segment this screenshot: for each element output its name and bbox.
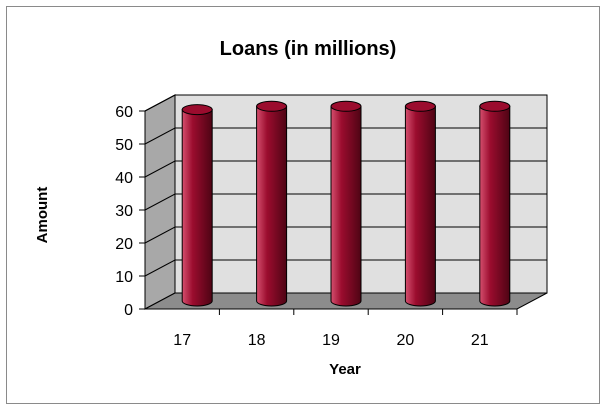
chart-title: Loans (in millions)	[220, 38, 397, 60]
y-axis-title: Amount	[34, 187, 51, 244]
y-tick-label: 0	[124, 302, 133, 319]
y-tick-label: 30	[115, 203, 133, 220]
y-tick-label: 50	[115, 137, 133, 154]
bar-cap	[404, 100, 436, 112]
x-tick-label: 17	[173, 332, 191, 349]
plot-area: 0 10 20 30 40 50 60 17 18 19 20 21	[115, 94, 548, 349]
bar-cap	[479, 100, 511, 112]
bar-21	[479, 100, 511, 307]
bar-body	[330, 105, 362, 307]
chart-svg: Loans (in millions) 0 10 20 30 40 50 60 17 18 19 2…	[34, 38, 548, 378]
bar-cap	[256, 100, 288, 112]
y-tick-label: 20	[115, 236, 133, 253]
gridline	[144, 94, 547, 112]
chart-area: Loans (in millions) 0 10 20 30 40 50 60 17 18 19 2…	[6, 6, 600, 404]
y-tick-label: 10	[115, 269, 133, 286]
bar-17	[181, 104, 213, 307]
bar-body	[181, 109, 213, 307]
bar-body	[479, 105, 511, 307]
bar-cap	[330, 100, 362, 112]
bar-18	[256, 100, 288, 307]
bar-body	[256, 105, 288, 307]
bar-19	[330, 100, 362, 307]
x-tick-label: 20	[397, 332, 415, 349]
x-tick-label: 19	[322, 332, 340, 349]
y-tick-label: 60	[115, 104, 133, 121]
bar-body	[404, 105, 436, 307]
y-tick-label: 40	[115, 170, 133, 187]
bar-cap	[181, 104, 213, 116]
bar-20	[404, 100, 436, 307]
x-tick-label: 18	[248, 332, 266, 349]
x-axis-title: Year	[329, 361, 361, 378]
x-tick-label: 21	[471, 332, 489, 349]
